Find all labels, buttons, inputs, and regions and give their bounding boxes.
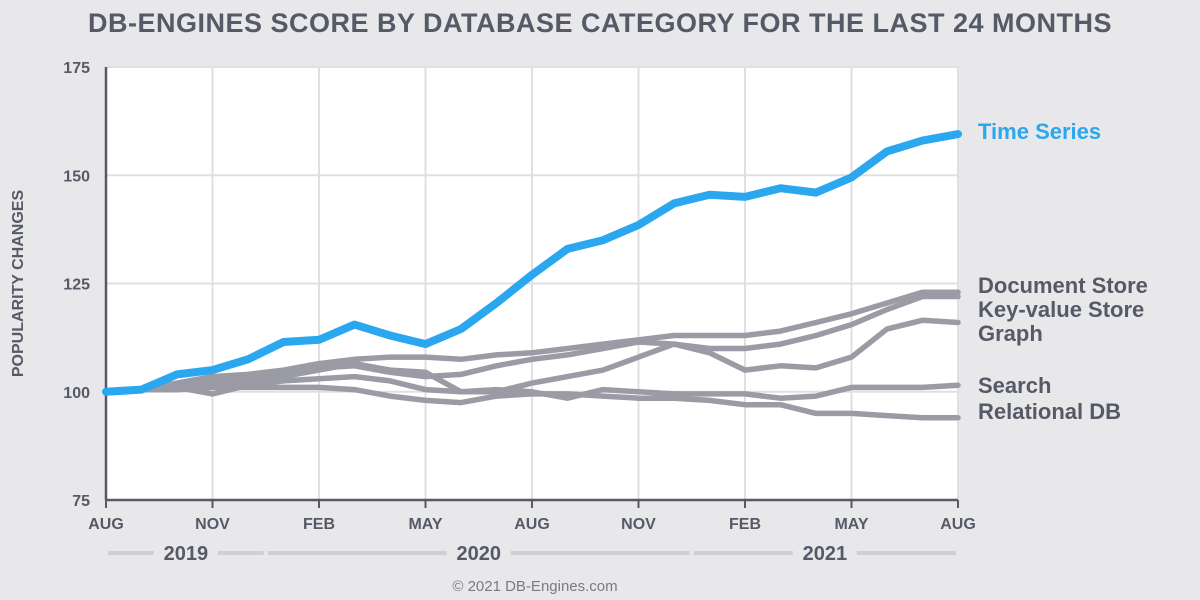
y-tick-label: 100	[63, 385, 90, 402]
year-band-label: 2019	[164, 543, 209, 565]
copyright-text: © 2021 DB-Engines.com	[452, 578, 618, 595]
x-tick-label: AUG	[514, 516, 550, 533]
x-tick-label: FEB	[303, 516, 335, 533]
series-lines	[102, 130, 962, 421]
x-tick-label: MAY	[408, 516, 442, 533]
series-label-graph: Graph	[978, 321, 1043, 346]
axes: 75 100 125 150 175 AUG NOV FEB MAY AUG NOV FEB MAY AU…	[63, 60, 975, 533]
series-label-key-value-store: Key-value Store	[978, 297, 1144, 322]
y-tick-label: 175	[63, 60, 90, 77]
series-line-graph	[103, 317, 961, 395]
x-tick-label: AUG	[940, 516, 976, 533]
x-tick-label: NOV	[195, 516, 230, 533]
series-line-time-series	[102, 130, 962, 396]
year-band-label: 2020	[457, 543, 502, 565]
y-tick-label: 125	[63, 277, 90, 294]
series-label-relational-db: Relational DB	[978, 399, 1121, 424]
x-tick-label: FEB	[729, 516, 761, 533]
chart-title: DB-ENGINES SCORE BY DATABASE CATEGORY FO…	[87, 8, 1113, 38]
x-tick-label: NOV	[621, 516, 656, 533]
series-label-document-store: Document Store	[978, 273, 1148, 298]
year-bands: 2019 2020 2021	[108, 543, 956, 565]
series-label-time-series: Time Series	[978, 119, 1101, 144]
y-tick-label: 75	[72, 493, 90, 510]
x-tick-label: AUG	[88, 516, 124, 533]
series-label-search: Search	[978, 373, 1051, 398]
y-axis-label: POPULARITY CHANGES	[10, 190, 27, 378]
series-line-relational-db	[103, 384, 961, 421]
x-tick-label: MAY	[834, 516, 868, 533]
year-band-label: 2021	[803, 543, 848, 565]
series-line-key-value-store	[103, 293, 961, 395]
y-tick-label: 150	[63, 168, 90, 185]
